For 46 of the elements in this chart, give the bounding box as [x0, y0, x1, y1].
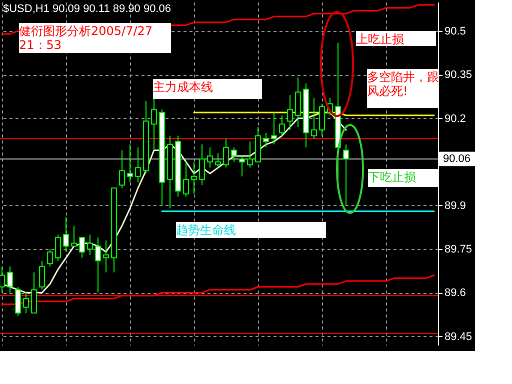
- candlestick: [47, 248, 53, 268]
- candlestick: [231, 146, 237, 162]
- candlestick: [95, 236, 101, 294]
- candlestick: [343, 144, 349, 206]
- y-tick-label: 89.9: [444, 200, 466, 212]
- candlestick: [103, 240, 109, 273]
- annotation: 多空陷井，跟风必死!: [367, 70, 439, 98]
- candlestick: [215, 152, 221, 168]
- candlestick: [207, 146, 213, 168]
- candlestick: [63, 216, 69, 252]
- candlestick: [23, 292, 29, 314]
- candlestick: [55, 234, 61, 262]
- y-tick-label: 89.45: [444, 330, 472, 343]
- candlestick: [183, 161, 189, 198]
- candlestick: [135, 146, 141, 183]
- y-tick-label: 89.75: [444, 244, 472, 256]
- chart-title: $USD,H1 90.09 90.11 89.90 90.06: [3, 3, 171, 15]
- candlestick: [15, 286, 21, 316]
- candlestick: [199, 144, 205, 186]
- candlestick: [79, 236, 85, 258]
- candlestick: [311, 97, 317, 140]
- candlestick: [151, 97, 157, 151]
- candlestick: [7, 266, 13, 294]
- y-tick-label: 90.35: [444, 69, 472, 82]
- candlestick: [295, 77, 301, 128]
- candlestick: [263, 132, 269, 148]
- candlestick: [31, 272, 37, 314]
- candlestick: [87, 234, 93, 256]
- annotation: 下吃止损: [368, 170, 438, 184]
- candlestick: [127, 144, 133, 183]
- annotation: 主力成本线: [153, 80, 214, 94]
- candlestick: [191, 161, 197, 194]
- candlestick: [319, 103, 325, 136]
- y-tick-label: 90.5: [444, 26, 466, 38]
- y-tick-label: 89.6: [444, 287, 466, 300]
- candlestick: [271, 112, 277, 145]
- candlestick: [119, 150, 125, 189]
- candlestick: [239, 156, 245, 177]
- candlestick: [279, 114, 285, 136]
- candlestick: [247, 141, 253, 168]
- candlestick: [39, 260, 45, 290]
- candlestick: [287, 94, 293, 130]
- y-tick-label: 90.2: [444, 112, 466, 125]
- candlestick: [223, 138, 229, 168]
- ref-line-label: 90.06: [443, 152, 471, 165]
- candlestick: [71, 225, 77, 247]
